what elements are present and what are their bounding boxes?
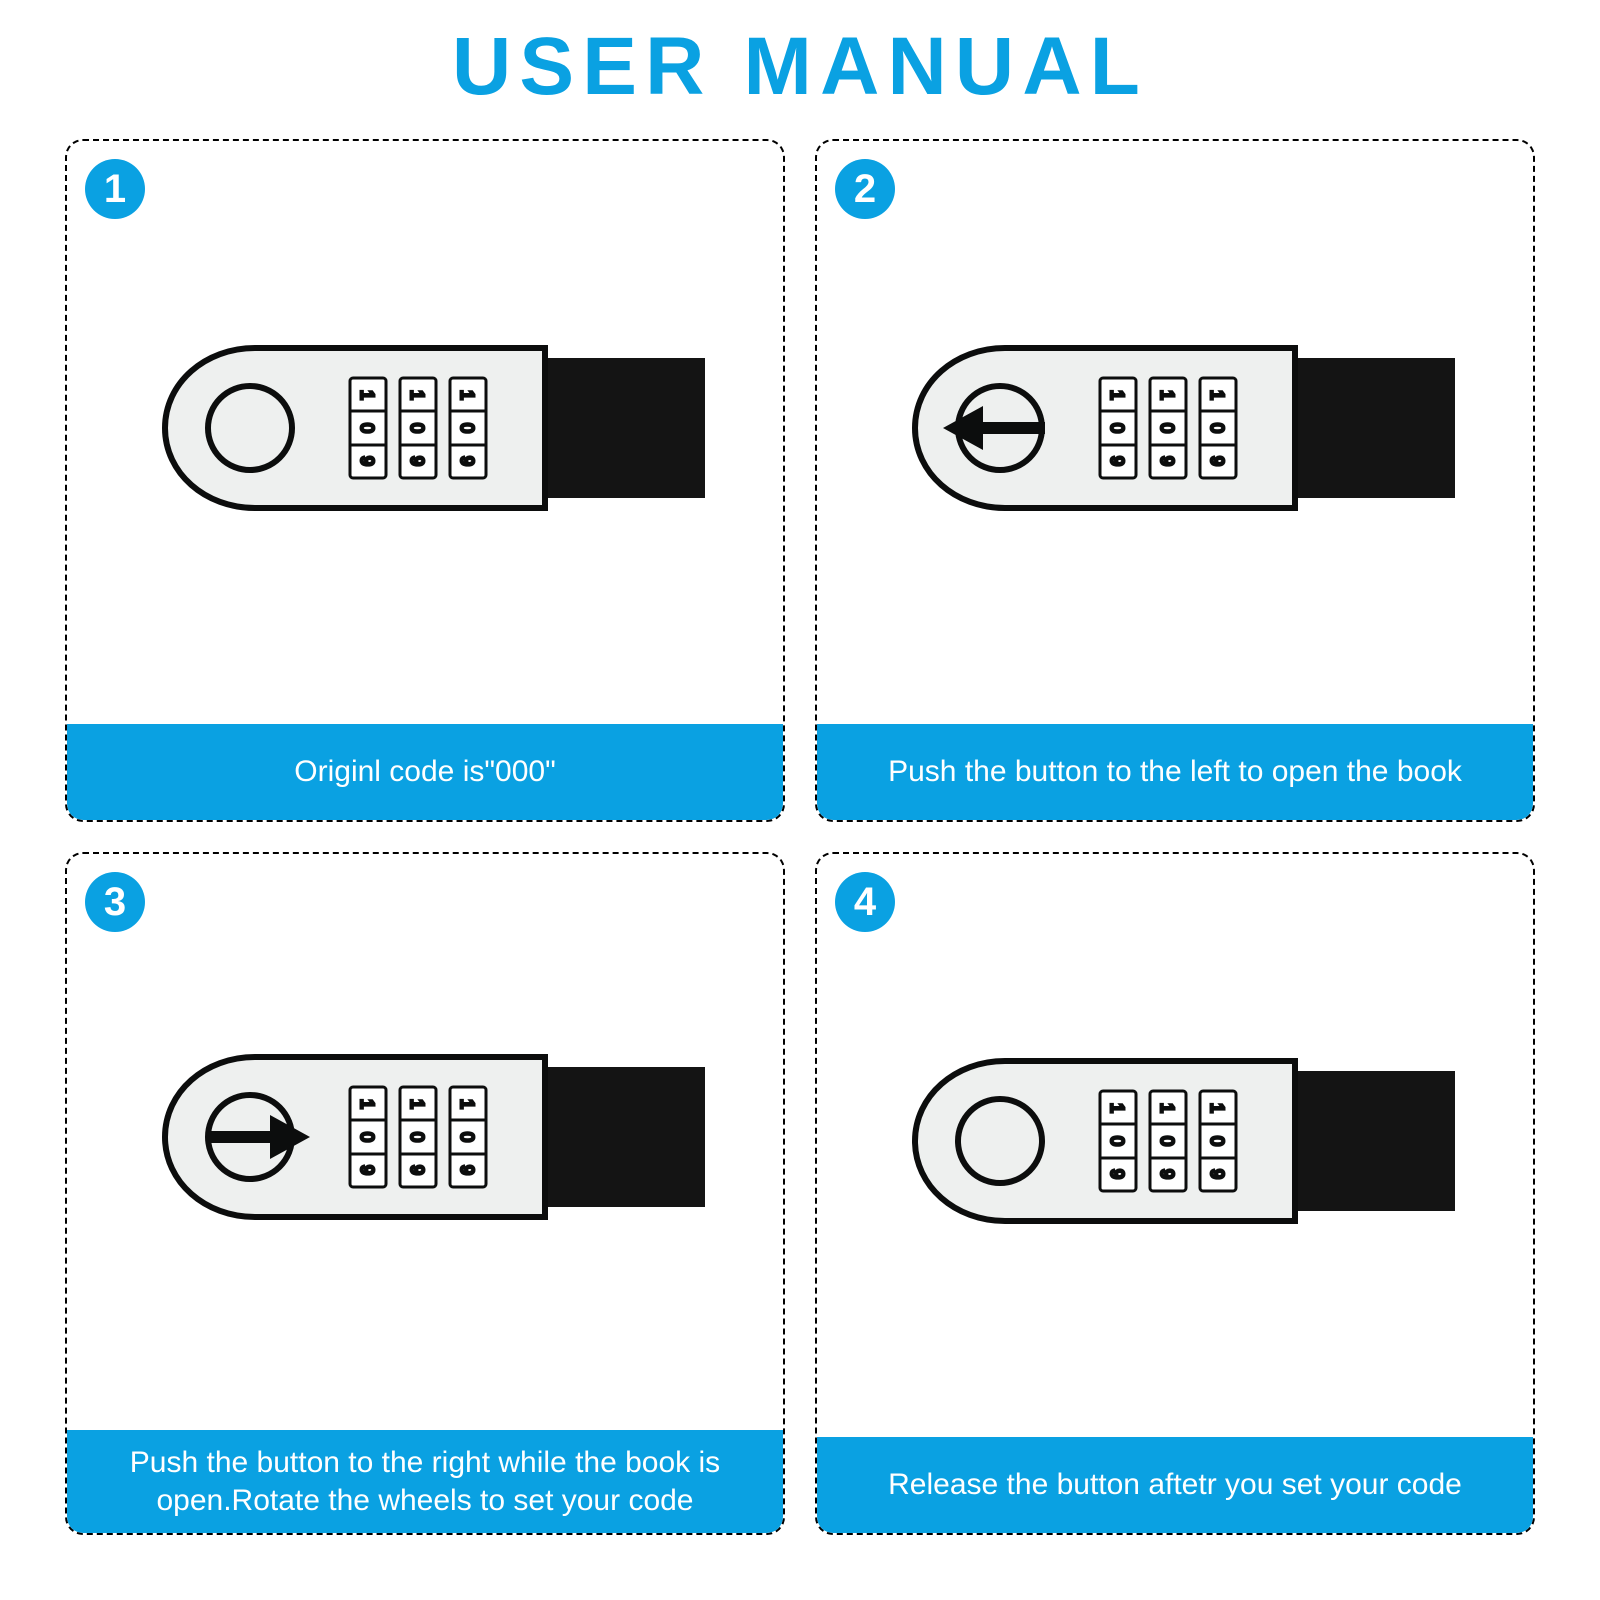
step-illustration-3: 1 0 9 1 0 9	[67, 854, 783, 1430]
svg-text:0: 0	[357, 422, 377, 432]
svg-text:9: 9	[357, 1165, 377, 1175]
svg-text:9: 9	[1207, 1168, 1227, 1178]
user-manual-page: USER MANUAL 1 1	[0, 0, 1600, 1600]
step-illustration-1: 1 0 9 1 0 9	[67, 141, 783, 724]
svg-text:9: 9	[457, 455, 477, 465]
svg-text:1: 1	[1207, 389, 1227, 399]
step-badge-3: 3	[85, 872, 145, 932]
lock-icon: 1 0 9 1 0 9	[895, 1031, 1455, 1261]
step-card-1: 1 1 0 9	[65, 139, 785, 822]
svg-text:9: 9	[1157, 455, 1177, 465]
svg-text:1: 1	[357, 1099, 377, 1109]
svg-text:1: 1	[357, 389, 377, 399]
step-card-3: 3	[65, 852, 785, 1535]
step-caption-2: Push the button to the left to open the …	[817, 724, 1533, 820]
svg-text:0: 0	[407, 422, 427, 432]
step-caption-4: Release the button aftetr you set your c…	[817, 1437, 1533, 1533]
svg-text:0: 0	[1107, 1135, 1127, 1145]
steps-grid: 1 1 0 9	[0, 139, 1600, 1600]
lock-icon: 1 0 9 1 0 9	[145, 318, 705, 548]
svg-text:1: 1	[457, 389, 477, 399]
page-title: USER MANUAL	[0, 0, 1600, 139]
step-illustration-2: 1 0 9 1 0 9	[817, 141, 1533, 724]
svg-text:0: 0	[407, 1132, 427, 1142]
step-card-2: 2	[815, 139, 1535, 822]
svg-text:1: 1	[1157, 389, 1177, 399]
svg-text:9: 9	[457, 1165, 477, 1175]
svg-text:0: 0	[1207, 422, 1227, 432]
svg-text:1: 1	[1157, 1102, 1177, 1112]
step-caption-1: Originl code is"000"	[67, 724, 783, 820]
svg-text:9: 9	[1207, 455, 1227, 465]
svg-text:9: 9	[1107, 1168, 1127, 1178]
svg-text:0: 0	[1207, 1135, 1227, 1145]
svg-text:0: 0	[457, 1132, 477, 1142]
svg-text:1: 1	[407, 389, 427, 399]
svg-text:1: 1	[1207, 1102, 1227, 1112]
step-badge-2: 2	[835, 159, 895, 219]
step-card-4: 4 1 0 9	[815, 852, 1535, 1535]
step-illustration-4: 1 0 9 1 0 9	[817, 854, 1533, 1437]
svg-text:9: 9	[357, 455, 377, 465]
svg-text:0: 0	[1157, 1135, 1177, 1145]
step-caption-3: Push the button to the right while the b…	[67, 1430, 783, 1533]
svg-text:0: 0	[1157, 422, 1177, 432]
svg-text:0: 0	[457, 422, 477, 432]
svg-text:9: 9	[407, 1165, 427, 1175]
step-badge-1: 1	[85, 159, 145, 219]
svg-text:1: 1	[407, 1099, 427, 1109]
svg-text:1: 1	[1107, 389, 1127, 399]
lock-icon: 1 0 9 1 0 9	[145, 1027, 705, 1257]
svg-text:0: 0	[1107, 422, 1127, 432]
svg-text:9: 9	[1107, 455, 1127, 465]
svg-text:9: 9	[407, 455, 427, 465]
svg-text:0: 0	[357, 1132, 377, 1142]
svg-text:1: 1	[1107, 1102, 1127, 1112]
svg-text:9: 9	[1157, 1168, 1177, 1178]
lock-icon: 1 0 9 1 0 9	[895, 318, 1455, 548]
step-badge-4: 4	[835, 872, 895, 932]
svg-text:1: 1	[457, 1099, 477, 1109]
